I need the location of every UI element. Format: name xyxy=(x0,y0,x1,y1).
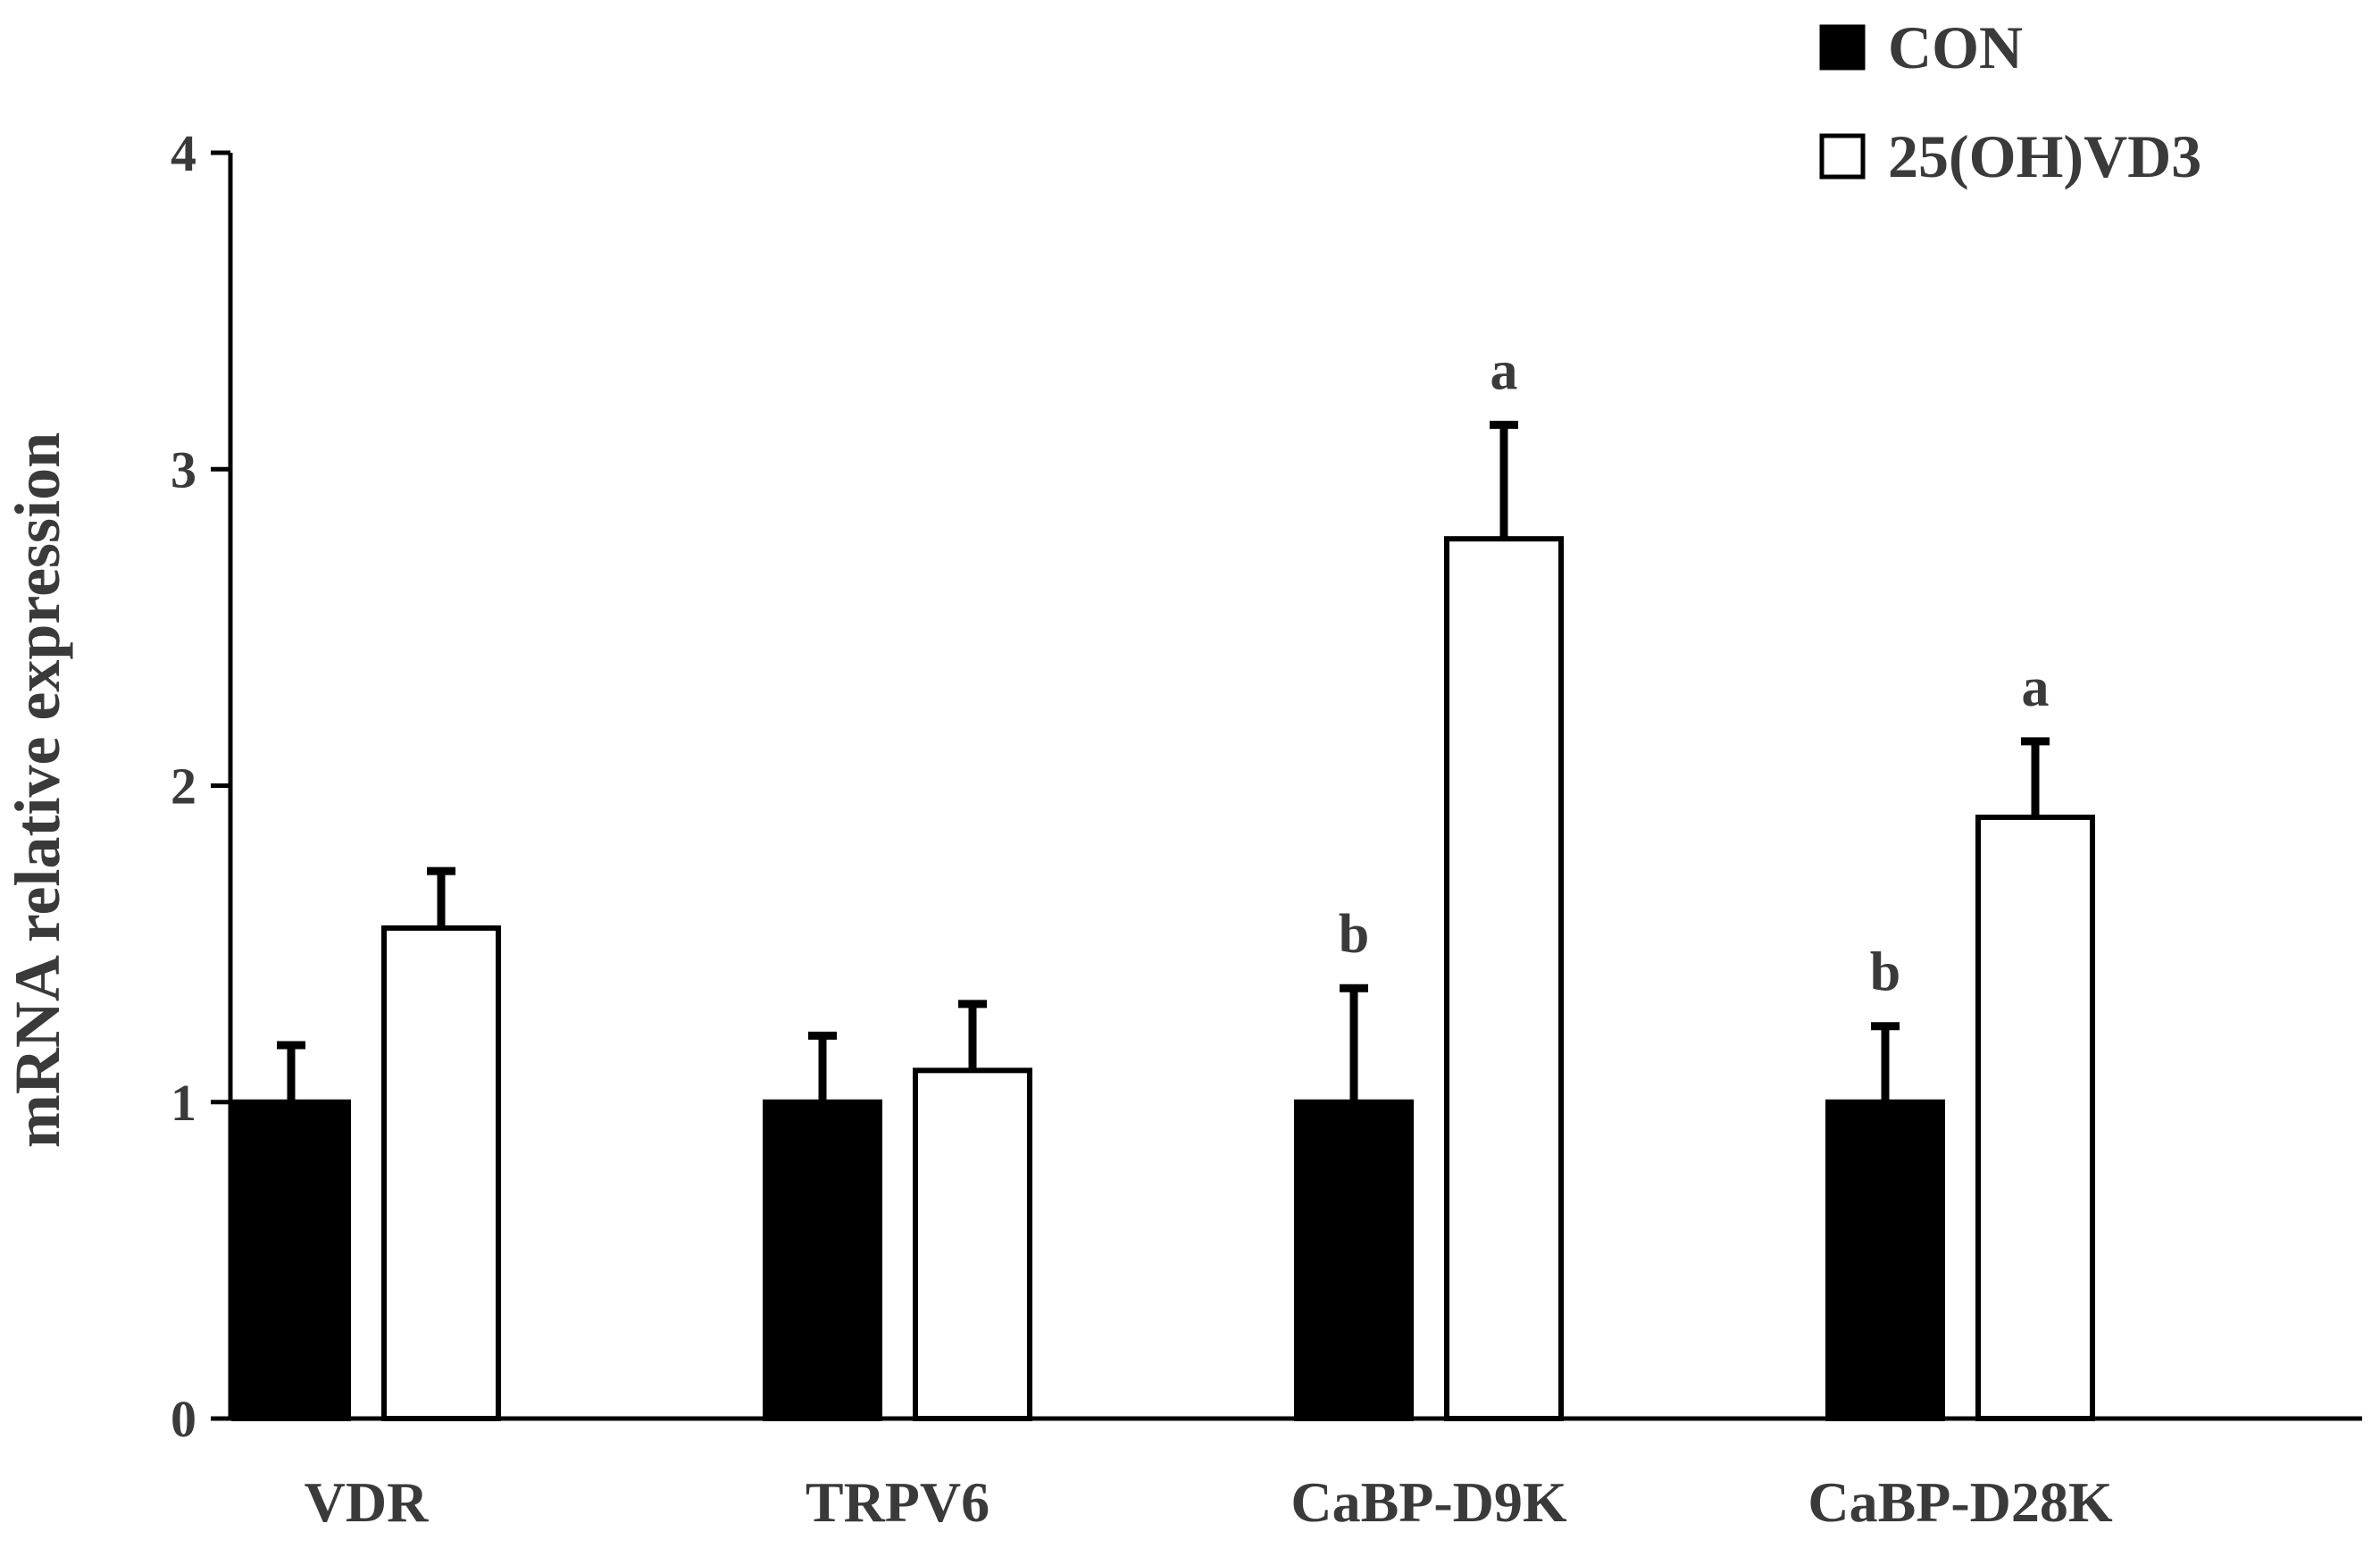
legend-label: CON xyxy=(1888,13,2023,81)
x-category-label: CaBP-D28K xyxy=(1808,1470,2113,1534)
bar-con xyxy=(1294,1099,1414,1421)
axes: 0 1 2 3 4 mRNA relative expression xyxy=(2,124,2362,1448)
bar-25-oh-vd3 xyxy=(1444,536,1564,1421)
bar-25-oh-vd3 xyxy=(381,925,501,1421)
x-category-label: CaBP-D9K xyxy=(1290,1470,1567,1534)
labels: VDR TRPV6 b a CaBP-D9K b a CaBP-D28K xyxy=(305,341,2113,1534)
y-tick-label: 0 xyxy=(171,1390,196,1448)
bars xyxy=(231,421,2095,1421)
bar-con xyxy=(231,1099,351,1421)
legend-swatch xyxy=(1819,133,1866,180)
x-category-label: TRPV6 xyxy=(806,1470,990,1534)
y-tick-label: 4 xyxy=(171,124,196,182)
y-tick-label: 2 xyxy=(171,758,196,816)
bar-con xyxy=(1825,1099,1945,1421)
legend-swatch xyxy=(1819,24,1866,71)
bar-25-oh-vd3 xyxy=(1975,814,2095,1421)
significance-label: b xyxy=(1339,904,1369,965)
significance-label: a xyxy=(2022,657,2050,718)
y-tick-label: 3 xyxy=(171,440,196,498)
x-category-label: VDR xyxy=(305,1470,429,1534)
significance-label: b xyxy=(1870,942,1900,1003)
legend-label: 25(OH)VD3 xyxy=(1888,122,2201,190)
y-tick-label: 1 xyxy=(171,1074,196,1132)
bar-25-oh-vd3 xyxy=(913,1067,1032,1421)
legend: CON 25(OH)VD3 xyxy=(1819,13,2201,190)
significance-label: a xyxy=(1491,341,1518,402)
y-axis-title: mRNA relative expression xyxy=(2,432,73,1148)
bar-con xyxy=(763,1099,882,1421)
